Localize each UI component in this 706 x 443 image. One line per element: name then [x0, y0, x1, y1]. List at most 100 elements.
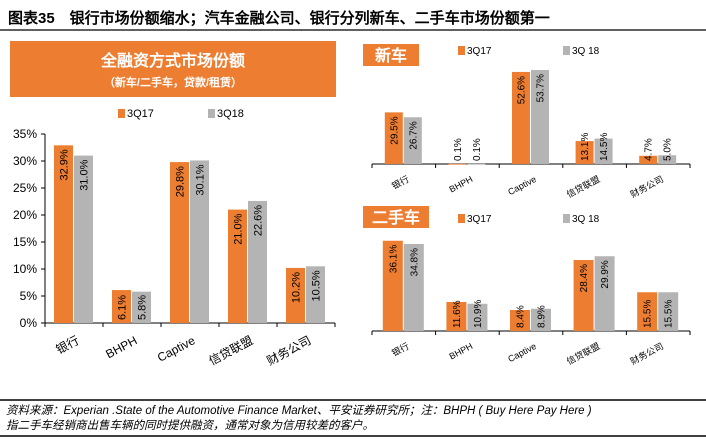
- y-tick-label: 5%: [20, 289, 38, 303]
- data-label: 8.9%: [537, 305, 548, 328]
- legend-label-0: 3Q17: [467, 46, 492, 57]
- y-tick-label: 0%: [20, 316, 38, 330]
- data-label: 30.1%: [194, 164, 206, 195]
- bar-3Q17-0: [384, 112, 403, 164]
- banner-title: 全融资方式市场份额: [100, 51, 245, 70]
- bar-3Q17-2: [512, 71, 530, 164]
- category-label: Captive: [155, 333, 198, 365]
- bar-3Q17-0: [382, 240, 403, 331]
- data-label: 34.8%: [409, 248, 420, 276]
- data-label: 22.6%: [252, 205, 264, 236]
- category-label: 财务公司: [628, 173, 665, 200]
- bar-3Q18-2: [190, 160, 209, 323]
- bar-3Q18-0: [403, 244, 424, 331]
- data-label: 26.7%: [408, 121, 419, 149]
- bar-3Q17-4: [639, 155, 658, 164]
- bar-3Q17-2: [170, 162, 189, 323]
- bar-3Q18-2: [531, 308, 551, 331]
- footer-note: 指二手车经销商出售车辆的同时提供融资，通常对象为信用较差的客户。: [6, 419, 374, 432]
- bar-3Q17-3: [228, 209, 247, 323]
- chart-all-financing: 3Q17 3Q18 0% 5% 10% 15% 20% 25% 30% 35% 32.9% 31.0%…: [13, 108, 336, 368]
- bar-3Q18-1: [132, 291, 151, 323]
- category-label: Captive: [506, 174, 538, 197]
- new-car-title: 新车: [375, 46, 407, 65]
- bar-3Q18-3: [594, 256, 615, 331]
- banner-box: [10, 41, 336, 97]
- bar-3Q18-3: [594, 138, 613, 164]
- y-tick-label: 15%: [13, 235, 37, 249]
- legend-swatch-1: [563, 46, 570, 55]
- data-label: 52.6%: [517, 76, 528, 104]
- data-label: 15.5%: [643, 300, 654, 328]
- figure-title: 图表35 银行市场份额缩水；汽车金融公司、银行分列新车、二手车市场份额第一: [8, 9, 550, 27]
- legend-label-1: 3Q 18: [572, 214, 600, 225]
- data-label: 15.5%: [664, 300, 675, 328]
- y-tick-label: 25%: [13, 181, 37, 195]
- bar-3Q18-1: [467, 303, 488, 331]
- category-label: 信贷联盟: [565, 340, 602, 367]
- used-car-title: 二手车: [372, 208, 420, 227]
- data-label: 28.4%: [579, 264, 590, 292]
- data-label: 29.5%: [389, 116, 400, 144]
- data-label: 32.9%: [58, 149, 70, 180]
- category-label: 银行: [54, 333, 82, 357]
- category-label: BHPH: [448, 174, 475, 195]
- category-label: 银行: [390, 173, 411, 191]
- data-label: 10.2%: [290, 272, 302, 303]
- bar-3Q18-3: [248, 200, 267, 323]
- bar-3Q18-2: [531, 70, 549, 164]
- category-label: BHPH: [448, 341, 475, 362]
- data-label: 21.0%: [232, 213, 244, 244]
- legend-label-0: 3Q17: [467, 214, 492, 225]
- data-label: 5.8%: [136, 295, 148, 320]
- data-label: 0.1%: [453, 138, 464, 161]
- data-label: 29.9%: [600, 260, 611, 288]
- category-label: 财务公司: [628, 340, 665, 367]
- bar-3Q17-1: [448, 163, 467, 165]
- legend-label-1: 3Q18: [217, 108, 244, 120]
- banner-subtitle: （新车/二手车，贷款/租赁）: [104, 75, 242, 89]
- y-tick-label: 30%: [13, 154, 37, 168]
- data-label: 8.4%: [516, 305, 527, 328]
- data-label: 36.1%: [388, 245, 399, 273]
- legend-swatch-0: [458, 214, 465, 223]
- category-label: BHPH: [103, 333, 139, 361]
- chart-new-car: 3Q17 3Q 18 29.5% 26.7% 银行 0.1% 0.1% BHPH 52.6% 53…: [371, 46, 691, 200]
- legend-swatch-0: [118, 109, 125, 118]
- bar-3Q18-4: [658, 292, 679, 331]
- legend-swatch-1: [563, 214, 570, 223]
- footer-source: 资料来源：Experian .State of the Automotive F…: [6, 404, 592, 417]
- category-label: 银行: [390, 340, 411, 358]
- bar-3Q18-4: [306, 266, 325, 323]
- bar-3Q17-1: [112, 290, 131, 323]
- data-label: 14.5%: [599, 133, 610, 161]
- bar-3Q17-3: [573, 260, 594, 331]
- data-label: 31.0%: [78, 159, 90, 190]
- data-label: 29.8%: [174, 166, 186, 197]
- data-label: 10.5%: [310, 270, 322, 301]
- legend-swatch-1: [208, 109, 215, 118]
- bar-3Q17-3: [575, 141, 594, 164]
- bar-3Q18-0: [403, 117, 422, 164]
- data-label: 6.1%: [116, 295, 128, 320]
- y-tick-label: 35%: [13, 127, 37, 141]
- bar-3Q17-1: [446, 302, 467, 331]
- legend-label-0: 3Q17: [127, 108, 154, 120]
- data-label: 10.9%: [473, 300, 484, 328]
- category-label: Captive: [506, 341, 538, 364]
- legend-label-1: 3Q 18: [572, 46, 600, 57]
- category-label: 信贷联盟: [565, 173, 602, 200]
- data-label: 53.7%: [536, 74, 547, 102]
- chart-used-car: 3Q17 3Q 18 36.1% 34.8% 银行 11.6% 10.9% BHPH 8.4% 8…: [371, 214, 691, 367]
- data-label: 13.1%: [580, 133, 591, 161]
- category-label: 信贷联盟: [206, 333, 255, 368]
- data-label: 11.6%: [452, 300, 463, 328]
- bar-3Q17-2: [510, 310, 530, 331]
- data-label: 0.1%: [472, 138, 483, 161]
- y-tick-label: 20%: [13, 208, 37, 222]
- category-label: 财务公司: [264, 332, 313, 368]
- bar-3Q18-0: [74, 155, 93, 323]
- bar-3Q18-1: [467, 163, 486, 165]
- bar-3Q17-4: [286, 267, 305, 323]
